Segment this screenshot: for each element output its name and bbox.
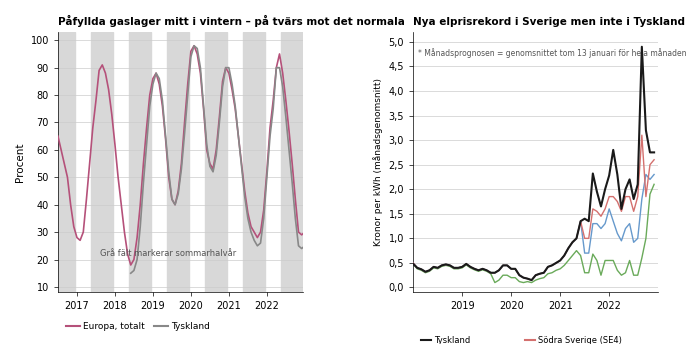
- Y-axis label: Procent: Procent: [15, 142, 25, 182]
- Y-axis label: Kronor per kWh (månadsgenomsnitt): Kronor per kWh (månadsgenomsnitt): [373, 78, 383, 246]
- Bar: [281, 32, 303, 292]
- Text: * Månadsprognosen = genomsnittet tom 13 januari för hela månaden: * Månadsprognosen = genomsnittet tom 13 …: [418, 48, 687, 57]
- Bar: [243, 32, 265, 292]
- Text: Påfyllda gaslager mitt i vintern – på tvärs mot det normala: Påfyllda gaslager mitt i vintern – på tv…: [58, 15, 405, 27]
- Text: Grå fält markerar sommarhalvår: Grå fält markerar sommarhalvår: [100, 249, 237, 258]
- Bar: [53, 32, 76, 292]
- Bar: [167, 32, 190, 292]
- Bar: [205, 32, 228, 292]
- Bar: [129, 32, 151, 292]
- Legend: Tyskland, Mellansverige (SE3), Södra Sverige (SE4), Norra sverige (SE1&2): Tyskland, Mellansverige (SE3), Södra Sve…: [417, 332, 635, 344]
- Bar: [91, 32, 113, 292]
- Text: Nya elprisrekord i Sverige men inte i Tyskland: Nya elprisrekord i Sverige men inte i Ty…: [413, 17, 685, 27]
- Legend: Europa, totalt, Tyskland: Europa, totalt, Tyskland: [62, 319, 214, 335]
